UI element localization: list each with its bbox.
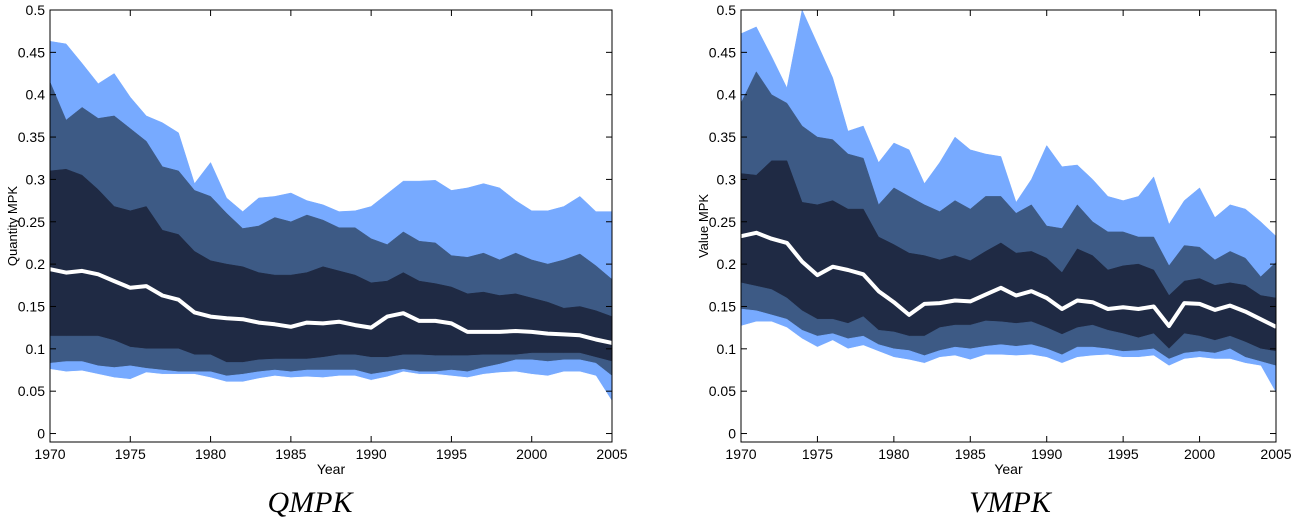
x-tick-label: 1970 — [34, 446, 65, 462]
y-axis-label: Value MPK — [696, 194, 711, 258]
y-tick-label: 0.2 — [717, 256, 737, 272]
y-tick-label: 0.1 — [26, 341, 46, 357]
x-tick-label: 2005 — [1260, 446, 1291, 462]
y-tick-label: 0.15 — [18, 298, 45, 314]
y-tick-label: 0.35 — [18, 129, 45, 145]
y-tick-label: 0.25 — [709, 214, 736, 230]
y-tick-label: 0 — [728, 426, 736, 442]
x-tick-label: 1980 — [878, 446, 909, 462]
median-line — [49, 267, 613, 345]
y-tick-label: 0.15 — [709, 298, 736, 314]
panel: 0 0.05 0.1 0.15 0.2 0.25 0.3 0.35 0.4 0.45 0.5 1970… — [696, 2, 1292, 519]
plot-frame — [740, 9, 1277, 443]
y-tick-label: 0.35 — [709, 129, 736, 145]
x-tick-label: 1980 — [195, 446, 226, 462]
plot-frame — [49, 9, 613, 443]
y-tick-label: 0.05 — [709, 383, 736, 399]
y-tick-label: 0.45 — [709, 44, 736, 60]
y-tick-label: 0 — [37, 426, 45, 442]
panel: 0 0.05 0.1 0.15 0.2 0.25 0.3 0.35 0.4 0.45 0.5 1970… — [5, 2, 628, 519]
y-tick-label: 0.4 — [26, 87, 46, 103]
median-line — [740, 230, 1277, 329]
band-area — [740, 321, 1277, 443]
x-tick-label: 1995 — [1108, 446, 1139, 462]
x-tick-label: 1990 — [1031, 446, 1062, 462]
y-tick-label: 0.25 — [18, 214, 45, 230]
x-axis-label: Year — [994, 461, 1023, 477]
x-tick-label: 1985 — [955, 446, 986, 462]
x-tick-label: 1970 — [725, 446, 756, 462]
x-tick-label: 2005 — [596, 446, 627, 462]
chart-caption: VMPK — [969, 486, 1053, 519]
y-tick-label: 0.3 — [26, 171, 46, 187]
y-tick-label: 0.4 — [717, 87, 737, 103]
x-tick-label: 1975 — [802, 446, 833, 462]
y-tick-label: 0.3 — [717, 171, 737, 187]
y-axis-label: Quantity MPK — [5, 186, 20, 267]
y-tick-label: 0.05 — [18, 383, 45, 399]
y-tick-label: 0.5 — [26, 2, 46, 18]
y-tick-label: 0.5 — [717, 2, 737, 18]
y-tick-label: 0.45 — [18, 44, 45, 60]
x-tick-label: 1995 — [436, 446, 467, 462]
x-tick-label: 1985 — [275, 446, 306, 462]
y-tick-label: 0.2 — [26, 256, 46, 272]
x-tick-label: 1990 — [356, 446, 387, 462]
x-tick-label: 2000 — [516, 446, 547, 462]
x-tick-label: 2000 — [1184, 446, 1215, 462]
x-tick-label: 1975 — [115, 446, 146, 462]
band-area — [49, 368, 613, 443]
x-axis-label: Year — [317, 461, 346, 477]
chart-caption: QMPK — [268, 486, 355, 519]
y-tick-label: 0.1 — [717, 341, 737, 357]
